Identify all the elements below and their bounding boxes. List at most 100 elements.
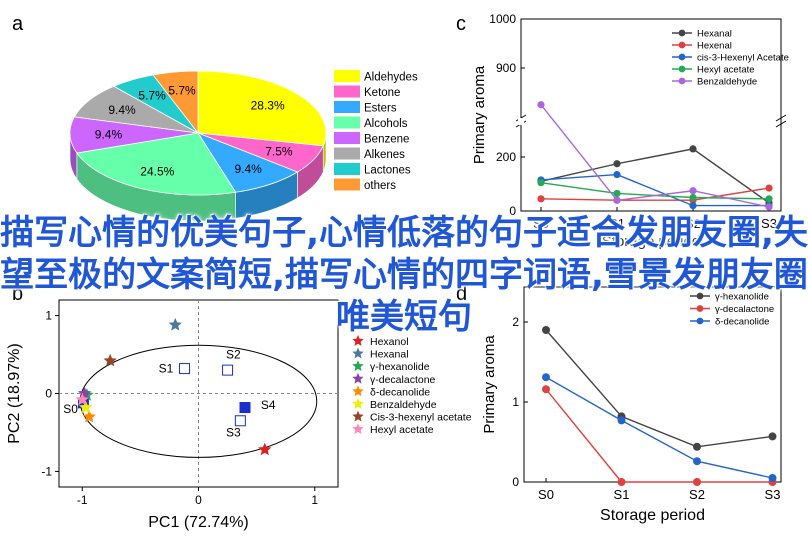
legend-marker-b-hexanolide (352, 360, 364, 372)
legend-swatch-lactones (334, 163, 360, 175)
sample-marker-s2 (222, 364, 234, 376)
pie-label-alcohols: 24.5% (140, 165, 174, 179)
legend-marker-b-hexanol (352, 335, 364, 346)
series-line-c-benzaldehyde (540, 104, 770, 208)
legend-swatch-benzene (334, 132, 360, 144)
legend-marker-b-decanolide (352, 385, 364, 397)
legend-label-b-hexanal: Hexanal (370, 349, 409, 361)
line-chart-d: 0 1 2 S0 S1 S2 S3 Storage period Primary aroma γ-… (481, 286, 782, 524)
legend-marker-b-hexyl-acetate (352, 423, 364, 435)
loading-point-decalactone (77, 386, 92, 400)
point-d-decanolide-0 (542, 373, 550, 382)
legend-marker-c-cis-3-hexenyl-acetate (678, 53, 686, 61)
legend-swatch-ketone (334, 85, 360, 98)
point-d-decanolide-1 (617, 416, 626, 425)
pie-label-aldehydes: 28.3% (251, 99, 285, 113)
ytick-label-c-1000: 1000 (489, 12, 516, 26)
legend-label-others: others (364, 180, 396, 192)
ytick-label-c-0: 0 (509, 204, 516, 218)
loading-point-benzaldehyde (79, 400, 93, 414)
series-line-c-hexanal (540, 148, 770, 204)
sample-label-s4: S4 (261, 398, 276, 412)
legend-label-b-cis-3-hexenyl-acetate: Cis-3-hexenyl acetate (370, 412, 472, 424)
sample-label-s1: S1 (159, 362, 174, 376)
legend-label-b-hexanol: Hexanol (370, 336, 409, 348)
legend-swatch-others (334, 178, 360, 191)
legend-label-c-hexyl-acetate: Hexyl acetate (697, 65, 755, 76)
pie-label-benzene: 9.4% (95, 127, 123, 141)
legend-swatch-esters (334, 101, 360, 113)
point-c-hexyl-acetate-1 (613, 189, 621, 198)
legend-label-c-benzaldehyde: Benzaldehyde (697, 77, 757, 88)
legend-label-alkenes: Alkenes (364, 149, 405, 161)
xtick-label-d-s0: S0 (538, 487, 554, 502)
xtick-label-d-s1: S1 (614, 487, 630, 502)
point-c-hexanal-2 (689, 145, 697, 153)
legend-label-d-decanolide: δ-decanolide (715, 317, 769, 328)
point-c-hexanal-1 (613, 160, 621, 168)
loading-point-hexanal (168, 317, 182, 331)
legend-label-benzene: Benzene (364, 134, 409, 146)
legend-swatch-alkenes (334, 147, 360, 160)
legend-label-d-hexanolide: γ-hexanolide (715, 292, 769, 303)
legend-swatch-aldehydes (334, 70, 360, 82)
legend-label-c-hexenal: Hexenal (697, 41, 732, 52)
ytick-label-d-1: 1 (512, 395, 519, 409)
ylabel-b: PC2 (18.97%) (6, 343, 23, 444)
xtick-label-c-s3: S3 (761, 216, 777, 231)
pie-label-esters: 9.4% (234, 162, 262, 176)
ytick-label-c-900: 900 (496, 61, 516, 75)
ytick-label-b--1: -1 (41, 464, 52, 478)
point-d-hexanolide-3 (768, 432, 777, 441)
legend-label-c-hexanal: Hexanal (697, 29, 732, 40)
legend-marker-c-hexenal (678, 41, 686, 49)
point-c-benzaldehyde-0 (537, 101, 545, 109)
series-line-d-hexanolide (545, 329, 773, 448)
ytick-label-b-0: 0 (45, 387, 52, 401)
ytick-label-d-0: 0 (512, 475, 519, 489)
point-c-cis-3-hexenyl-acetate-1 (613, 170, 621, 179)
panel-letter-c: c (456, 13, 466, 35)
sample-marker-s4 (239, 402, 251, 414)
panel-letter-b: b (12, 283, 23, 305)
loading-point-decanolide (82, 409, 96, 423)
legend-marker-b-cis-3-hexenyl-acetate (352, 410, 364, 422)
legend-label-esters: Esters (364, 103, 397, 115)
ytick-label-b-1: 1 (45, 309, 52, 323)
panel-letter-a: a (12, 13, 24, 35)
sample-label-s3: S3 (226, 425, 241, 439)
pie-label-others: 5.7% (168, 83, 196, 97)
legend-label-c-cis-3-hexenyl-acetate: cis-3-Hexenyl Acetate (697, 53, 789, 64)
legend-marker-c-hexanal (678, 29, 686, 37)
legend-label-b-decanolide: δ-decanolide (370, 386, 430, 398)
sample-marker-s1 (179, 363, 191, 375)
point-c-benzaldehyde-2 (689, 187, 697, 195)
series-line-c-cis-3-hexenyl-acetate (540, 173, 769, 207)
sample-marker-s3 (234, 415, 246, 427)
legend-marker-d-decalactone (696, 305, 704, 312)
point-d-decanolide-3 (768, 474, 777, 482)
legend-label-alcohols: Alcohols (364, 118, 408, 130)
xtick-label-b-1: 1 (311, 493, 318, 507)
point-d-decalactone-1 (617, 478, 626, 486)
legend-marker-b-hexanal (352, 347, 364, 359)
pca-scatter-b: -1 0 1 -1 0 1 PC1 (72.74%) PC2 (18.97%) S0 S1 S2 S3… (6, 299, 472, 531)
xtick-label-c-s2: S2 (685, 216, 701, 231)
sample-label-s0: S0 (63, 402, 78, 416)
plot-frame-c (520, 18, 782, 212)
point-c-hexyl-acetate-3 (765, 195, 773, 203)
axis-break-right (775, 114, 787, 128)
xtick-label-b--1: -1 (77, 493, 88, 507)
panel-letter-d: d (456, 283, 467, 305)
point-d-hexanolide-2 (693, 442, 701, 451)
point-c-benzaldehyde-3 (765, 203, 773, 211)
xtick-label-b-0: 0 (195, 493, 202, 507)
pie-slice-alkenes (73, 85, 199, 134)
legend-label-lactones: Lactones (364, 165, 411, 177)
point-d-hexanolide-0 (542, 326, 550, 334)
point-c-benzaldehyde-1 (613, 196, 621, 204)
pie-slice-esters (197, 132, 299, 193)
legend-swatch-alcohols (334, 116, 360, 129)
point-d-decalactone-2 (693, 478, 701, 486)
